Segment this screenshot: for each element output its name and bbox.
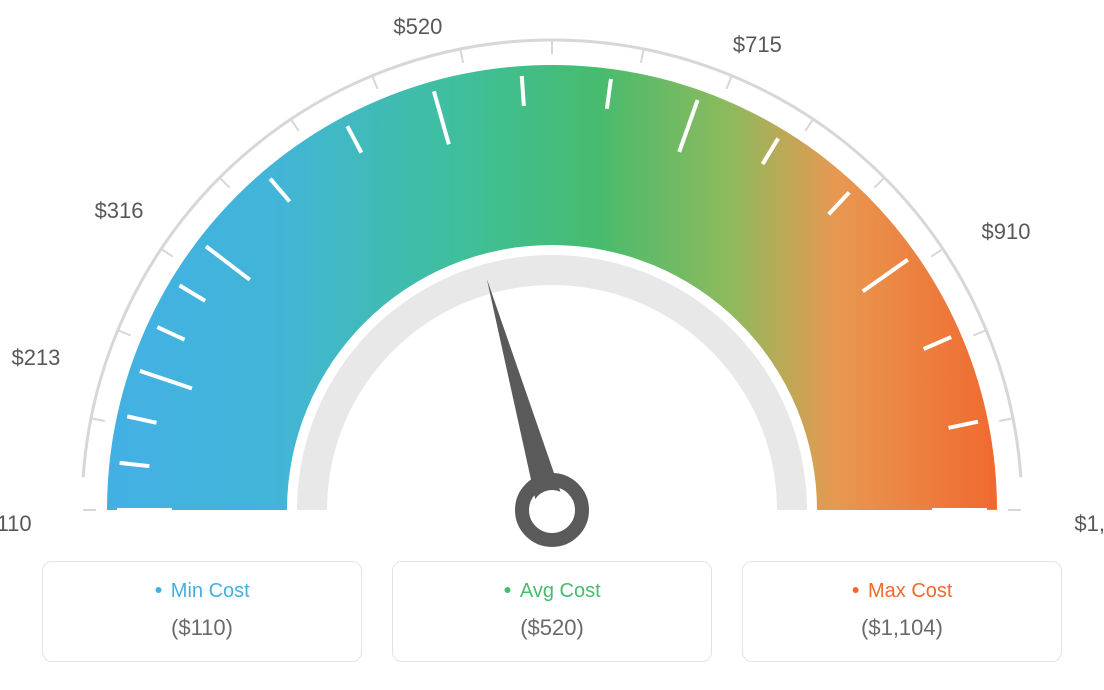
legend-min-value: ($110) (53, 615, 351, 641)
outer-tick (291, 120, 298, 131)
outer-tick (220, 178, 229, 187)
legend-max: Max Cost ($1,104) (742, 561, 1062, 662)
legend-min-label: Min Cost (53, 580, 351, 603)
outer-tick (373, 77, 378, 89)
gauge-svg (42, 30, 1062, 550)
tick-label: $1,104 (1074, 511, 1104, 537)
tick-label: $110 (0, 511, 32, 537)
legend-max-value: ($1,104) (753, 615, 1051, 641)
outer-tick (641, 50, 644, 63)
legend-avg: Avg Cost ($520) (392, 561, 712, 662)
tick-label: $316 (95, 198, 144, 224)
legend-avg-label: Avg Cost (403, 580, 701, 603)
legend-max-label: Max Cost (753, 580, 1051, 603)
gradient-arc (107, 65, 997, 510)
legend-min: Min Cost ($110) (42, 561, 362, 662)
legend-row: Min Cost ($110) Avg Cost ($520) Max Cost… (42, 561, 1062, 662)
tick-label: $910 (982, 219, 1031, 245)
cost-gauge: $110$213$316$520$715$910$1,104 (42, 30, 1062, 550)
tick-label: $715 (733, 32, 782, 58)
outer-tick (931, 249, 942, 256)
tick-label: $520 (393, 14, 442, 40)
outer-tick (461, 50, 464, 63)
outer-tick (999, 419, 1012, 422)
tick-label: $213 (11, 345, 60, 371)
outer-tick (92, 419, 105, 422)
outer-tick (727, 77, 732, 89)
gauge-tick (522, 76, 524, 106)
outer-tick (805, 120, 812, 131)
needle-hub-center (532, 490, 572, 530)
outer-tick (162, 249, 173, 256)
outer-tick (874, 178, 883, 187)
legend-avg-value: ($520) (403, 615, 701, 641)
outer-tick (119, 331, 131, 336)
outer-tick (973, 331, 985, 336)
